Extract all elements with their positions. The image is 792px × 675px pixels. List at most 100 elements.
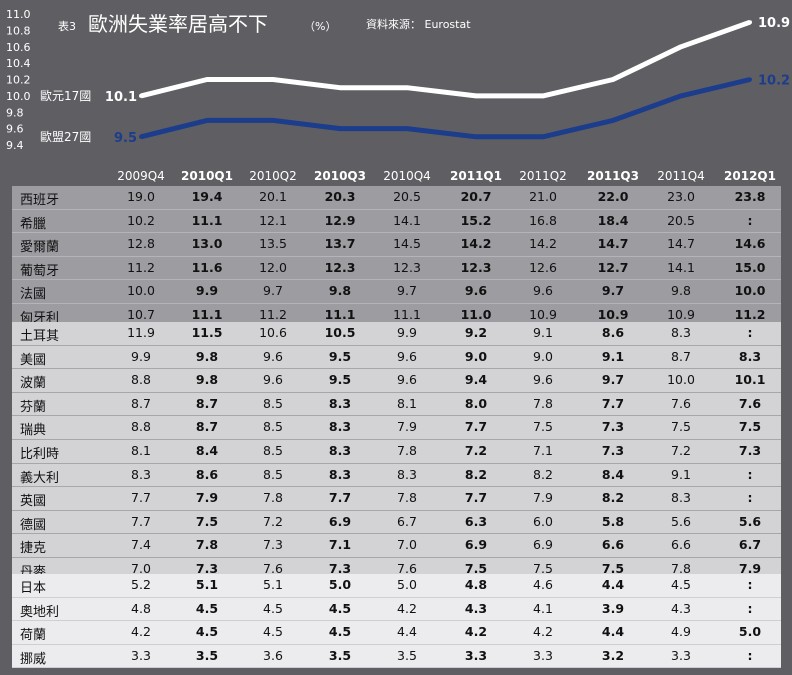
- table-cell: 9.8: [671, 283, 691, 299]
- table-cell: 9.5: [328, 348, 352, 364]
- table-cell: 6.0: [533, 513, 553, 529]
- y-tick-label: 10.0: [6, 90, 31, 103]
- country-name: 捷克: [20, 541, 47, 557]
- table-cell: 14.5: [393, 236, 421, 252]
- data-point: [139, 93, 143, 98]
- table-cell: 7.3: [601, 442, 625, 458]
- table-cell: 8.5: [263, 442, 283, 458]
- table-cell: 7.8: [195, 537, 219, 553]
- data-point: [405, 126, 409, 131]
- table-cell: 7.5: [195, 513, 219, 529]
- chart-source: 資料來源： Eurostat: [366, 17, 471, 31]
- table-cell: 8.8: [131, 372, 151, 388]
- data-point: [748, 77, 752, 82]
- table-cell: 4.5: [195, 624, 219, 640]
- data-point: [271, 77, 275, 82]
- table-row: 希臘 10.2 11.1 12.1 12.9 14.1 15.2 16.8 18.4 20.5:: [12, 210, 781, 234]
- table-cell: 9.2: [464, 325, 488, 340]
- table-cell: 9.6: [533, 372, 553, 388]
- table-cell: 4.2: [397, 600, 417, 616]
- table-cell: 4.1: [533, 600, 553, 616]
- table-cell: 3.3: [464, 647, 488, 663]
- table-cell: 7.7: [131, 513, 151, 529]
- table-cell: 3.3: [671, 647, 691, 663]
- table-cell: 5.1: [263, 577, 283, 592]
- table-cell: 10.0: [667, 372, 695, 388]
- table-cell: 9.8: [195, 372, 219, 388]
- table-cell: 8.3: [397, 466, 417, 482]
- table-cell: 8.3: [671, 490, 691, 506]
- y-tick-label: 10.6: [6, 41, 31, 54]
- table-cell: 18.4: [597, 212, 629, 228]
- table-cell: 20.5: [667, 212, 695, 228]
- y-tick-label: 10.4: [6, 57, 31, 70]
- table-cell: 6.9: [464, 537, 488, 553]
- table-cell: 7.9: [533, 490, 553, 506]
- table-cell: 7.6: [397, 560, 417, 576]
- table-row: 捷克 7.4 7.8 7.3 7.1 7.0 6.9 6.9 6.6 6.6 6.7: [12, 534, 781, 558]
- table-cell: 8.3: [131, 466, 151, 482]
- table-cell: 5.8: [601, 513, 625, 529]
- table-row: 土耳其 11.9 11.5 10.6 10.5 9.9 9.2 9.1 8.6 8.3:: [12, 322, 781, 346]
- table-cell: 5.6: [738, 513, 762, 529]
- table-cell: 15.0: [734, 259, 766, 275]
- table-cell: 6.3: [464, 513, 488, 529]
- table-cell: 10.6: [259, 325, 287, 340]
- table-cell: 4.2: [131, 624, 151, 640]
- table-cell: 9.4: [464, 372, 488, 388]
- data-point: [338, 126, 342, 131]
- table-cell: 12.3: [393, 259, 421, 275]
- table-cell: 3.5: [195, 647, 219, 663]
- country-name: 奧地利: [20, 604, 60, 620]
- table-cell: 6.7: [738, 537, 762, 553]
- table-cell: 6.9: [533, 537, 553, 553]
- table-cell: 7.2: [263, 513, 283, 529]
- series-start-value: 10.1: [105, 90, 137, 105]
- table-row: 比利時 8.1 8.4 8.5 8.3 7.8 7.2 7.1 7.3 7.2 7.3: [12, 440, 781, 464]
- data-point: [679, 93, 683, 98]
- data-point: [139, 134, 143, 139]
- table-cell: 12.3: [460, 259, 492, 275]
- table-cell: 14.6: [734, 236, 766, 252]
- y-tick-label: 10.8: [6, 24, 31, 37]
- table-cell: 11.2: [127, 259, 155, 275]
- table-cell: 9.6: [263, 348, 283, 364]
- data-point: [679, 44, 683, 49]
- y-tick-label: 11.0: [6, 8, 31, 21]
- table-cell: 9.7: [601, 372, 625, 388]
- table-cell: 3.2: [601, 647, 625, 663]
- table-cell: 7.8: [671, 560, 691, 576]
- series-end-value: 10.2: [758, 74, 790, 89]
- table-cell: 7.7: [464, 419, 488, 435]
- table-cell: 7.5: [738, 419, 762, 435]
- table-cell: :: [747, 325, 753, 340]
- table-cell: 19.0: [127, 189, 155, 204]
- table-group: 日本 5.2 5.1 5.1 5.0 5.0 4.8 4.6 4.4 4.5: 奧地利 4.8 4.5 4…: [12, 574, 781, 669]
- table-cell: 12.8: [127, 236, 155, 252]
- country-name: 日本: [20, 581, 47, 596]
- data-point: [205, 118, 209, 123]
- table-cell: 6.9: [328, 513, 352, 529]
- table-row: 芬蘭 8.7 8.7 8.5 8.3 8.1 8.0 7.8 7.7 7.6 7.6: [12, 393, 781, 417]
- table-cell: 12.6: [529, 259, 557, 275]
- table-cell: 5.1: [195, 577, 219, 592]
- table-cell: 14.7: [597, 236, 629, 252]
- table-cell: 8.3: [328, 466, 352, 482]
- table-cell: 7.8: [263, 490, 283, 506]
- table-cell: 5.0: [738, 624, 762, 640]
- table-cell: 7.7: [601, 395, 625, 411]
- table-cell: 7.1: [328, 537, 352, 553]
- column-header: 2010Q1: [181, 169, 233, 183]
- table-cell: 7.5: [533, 419, 553, 435]
- table-cell: 9.6: [263, 372, 283, 388]
- series-name-label: 歐元17國: [40, 88, 91, 103]
- table-cell: 3.9: [601, 600, 625, 616]
- table-cell: 4.8: [464, 577, 488, 592]
- table-cell: 19.4: [191, 189, 223, 204]
- table-cell: :: [747, 600, 753, 616]
- country-name: 比利時: [20, 446, 60, 462]
- table-cell: 8.3: [328, 395, 352, 411]
- table-cell: 4.2: [464, 624, 488, 640]
- country-name: 葡萄牙: [20, 263, 60, 279]
- table-cell: 8.1: [397, 395, 417, 411]
